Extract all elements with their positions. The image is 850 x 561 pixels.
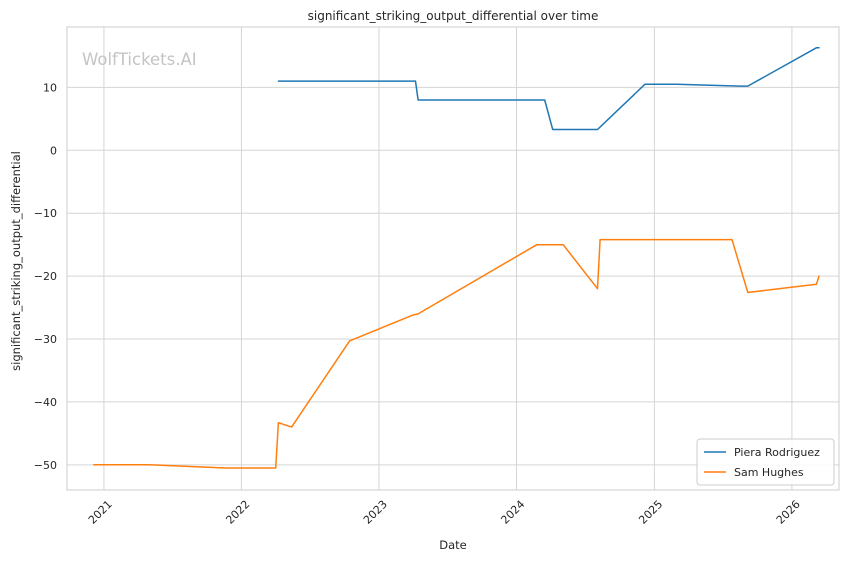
- x-axis-label: Date: [439, 538, 467, 552]
- y-tick-label: −10: [34, 207, 57, 220]
- grid-layer: [67, 27, 839, 490]
- y-tick-label: 0: [50, 144, 57, 157]
- y-tick-label: −50: [34, 459, 57, 472]
- y-tick-label: −20: [34, 270, 57, 283]
- y-tick-label: −40: [34, 396, 57, 409]
- plot-frame: [66, 26, 840, 491]
- y-tick-label: 10: [43, 81, 57, 94]
- y-axis-label: significant_striking_output_differential: [9, 151, 23, 371]
- legend: Piera Rodriguez Sam Hughes: [696, 438, 835, 486]
- watermark: WolfTickets.AI: [82, 50, 197, 69]
- y-axis-ticks: 10 0 −10 −20 −30 −40 −50: [34, 81, 57, 471]
- legend-label-piera-rodriguez: Piera Rodriguez: [734, 446, 820, 459]
- chart-title: significant_striking_output_differential…: [308, 9, 599, 23]
- legend-label-sam-hughes: Sam Hughes: [734, 466, 804, 479]
- legend-box: [696, 438, 835, 486]
- series-line-piera-rodriguez: [277, 47, 820, 131]
- series-layer: [93, 47, 820, 469]
- y-tick-label: −30: [34, 333, 57, 346]
- series-line-sam-hughes: [93, 238, 820, 469]
